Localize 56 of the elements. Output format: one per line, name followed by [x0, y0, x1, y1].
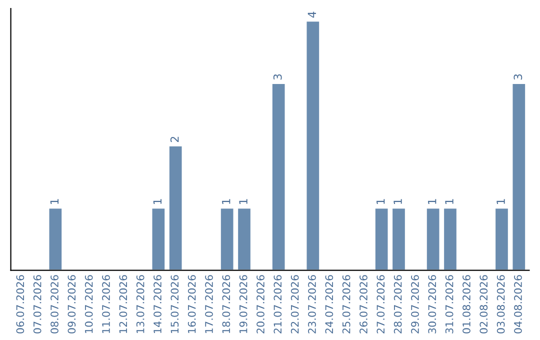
x-tick-label: 26.07.2026 — [360, 275, 368, 334]
x-tick-label: 01.08.2026 — [462, 275, 470, 334]
bar — [442, 207, 458, 270]
x-tick-label: 24.07.2026 — [325, 275, 334, 334]
x-tick-label: 10.07.2026 — [84, 275, 93, 333]
x-tick-label: 31.07.2026 — [445, 275, 454, 334]
data-label: 3 — [273, 74, 282, 80]
data-label: 1 — [394, 199, 402, 204]
data-label: 2 — [170, 136, 179, 142]
bar — [374, 207, 390, 270]
bar — [426, 207, 441, 270]
data-label: 1 — [153, 199, 162, 204]
x-tick-label: 15.07.2026 — [170, 275, 179, 333]
x-tick-label: 07.07.2026 — [33, 275, 42, 334]
x-tick-label: 12.07.2026 — [119, 275, 128, 333]
x-tick-label: 23.07.2026 — [308, 275, 316, 334]
x-tick-label: 22.07.2026 — [290, 275, 299, 334]
x-tick-label: 02.08.2026 — [480, 275, 488, 334]
x-tick-label: 11.07.2026 — [102, 275, 110, 333]
bar — [511, 82, 526, 270]
bar — [305, 20, 320, 270]
x-tick-label: 08.07.2026 — [50, 275, 58, 334]
x-tick-label: 13.07.2026 — [136, 275, 144, 333]
x-tick-label: 14.07.2026 — [154, 275, 162, 333]
data-label: 1 — [376, 199, 385, 204]
data-label: 1 — [496, 199, 505, 204]
x-tick-label: 30.07.2026 — [428, 275, 436, 334]
x-tick-label: 20.07.2026 — [256, 275, 264, 334]
data-label: 3 — [514, 74, 522, 80]
x-tick-label: 28.07.2026 — [394, 275, 402, 334]
x-tick-label: 29.07.2026 — [411, 275, 419, 334]
x-tick-label: 18.07.2026 — [222, 275, 230, 333]
x-tick-label: 27.07.2026 — [376, 275, 385, 334]
data-label: 1 — [222, 199, 230, 204]
bar — [391, 207, 406, 270]
data-label: 1 — [239, 199, 248, 204]
bar — [220, 207, 235, 270]
bar — [271, 82, 286, 270]
data-label: 1 — [445, 199, 454, 204]
data-label: 1 — [50, 199, 58, 204]
x-tick-label: 04.08.2026 — [514, 275, 522, 334]
data-label: 4 — [308, 12, 316, 18]
x-tick-label: 09.07.2026 — [68, 275, 76, 334]
x-tick-label: 16.07.2026 — [188, 275, 196, 333]
bar — [48, 207, 63, 270]
bar — [236, 207, 252, 270]
x-tick-label: 03.08.2026 — [496, 275, 505, 334]
bar — [494, 207, 510, 270]
bar — [168, 144, 184, 270]
data-label: 1 — [428, 199, 436, 204]
x-tick-label: 17.07.2026 — [205, 275, 213, 333]
x-tick-label: 06.07.2026 — [16, 275, 24, 334]
x-tick-label: 19.07.2026 — [239, 275, 248, 333]
bar — [150, 207, 166, 270]
x-tick-label: 21.07.2026 — [274, 275, 282, 334]
x-tick-label: 25.07.2026 — [342, 275, 350, 334]
